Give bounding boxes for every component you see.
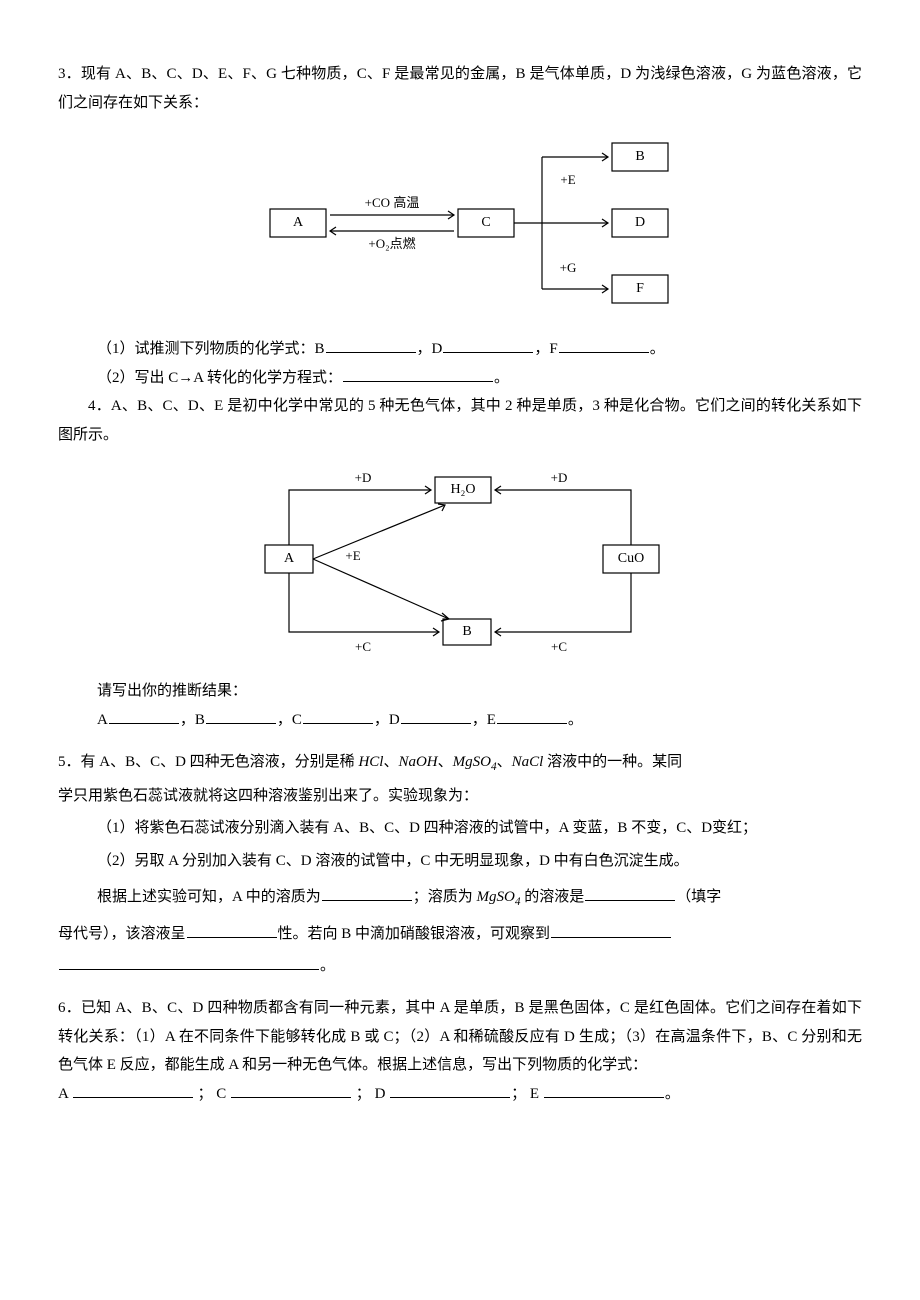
svg-text:A: A [293,215,304,230]
q5-c3: 。 [58,952,862,981]
svg-text:+C: +C [355,639,371,654]
q5-line2: 学只用紫色石蕊试液就将这四种溶液鉴别出来了。实验现象为： [58,778,862,814]
q5-line1: 5．有 A、B、C、D 四种无色溶液，分别是稀 HCl、NaOH、MgSO4、N… [58,748,862,778]
blank-d[interactable] [443,336,533,354]
blank-obs1[interactable] [551,920,671,938]
blank-c6[interactable] [231,1080,351,1098]
blank-obs2[interactable] [59,952,319,970]
blank-eq[interactable] [343,364,493,382]
svg-text:+CO 高温: +CO 高温 [365,195,420,210]
svg-text:+D: +D [551,470,568,485]
blank-a6[interactable] [73,1080,193,1098]
q3-p1-pre: （1）试推测下列物质的化学式：B [97,341,325,357]
q5-p1: （1）将紫色石蕊试液分别滴入装有 A、B、C、D 四种溶液的试管中，A 变蓝，B… [58,814,862,843]
q5-c2: 母代号），该溶液呈性。若向 B 中滴加硝酸银溶液，可观察到 [58,916,862,952]
svg-text:H₂O: H₂O [450,482,475,497]
blank-a4[interactable] [109,706,179,724]
blank-nature[interactable] [187,920,277,938]
blank-b[interactable] [326,336,416,354]
blank-e4[interactable] [497,706,567,724]
svg-text:+C: +C [551,639,567,654]
q6-answers: A ； C ； D ； E 。 [58,1080,862,1109]
svg-text:D: D [635,215,645,230]
svg-text:CuO: CuO [618,551,644,566]
blank-e6[interactable] [544,1080,664,1098]
blank-d4[interactable] [401,706,471,724]
q4-answers: A，B，C，D，E。 [58,706,862,735]
q3-part2: （2）写出 C→A 转化的化学方程式：。 [58,364,862,393]
blank-solute-a[interactable] [322,883,412,901]
q4-diagram: A H₂O B CuO +D +D +C +C +E [245,463,675,663]
svg-text:C: C [481,215,490,230]
blank-c4[interactable] [303,706,373,724]
blank-which[interactable] [585,883,675,901]
q4-intro: 4．A、B、C、D、E 是初中化学中常见的 5 种无色气体，其中 2 种是单质，… [58,392,862,449]
svg-text:+E: +E [345,548,360,563]
q6-intro: 6．已知 A、B、C、D 四种物质都含有同一种元素，其中 A 是单质，B 是黑色… [58,994,862,1080]
q3-part1: （1）试推测下列物质的化学式：B，D，F。 [58,335,862,364]
svg-text:+E: +E [560,172,575,187]
q3-intro: 3．现有 A、B、C、D、E、F、G 七种物质，C、F 是最常见的金属，B 是气… [58,60,862,117]
svg-text:+D: +D [355,470,372,485]
svg-text:A: A [284,551,295,566]
blank-b4[interactable] [206,706,276,724]
svg-text:B: B [635,149,644,164]
blank-d6[interactable] [390,1080,510,1098]
q5-p2: （2）另取 A 分别加入装有 C、D 溶液的试管中，C 中无明显现象，D 中有白… [58,843,862,879]
q4-prompt: 请写出你的推断结果： [58,677,862,706]
svg-text:F: F [636,281,644,296]
svg-text:+G: +G [560,260,577,275]
svg-text:B: B [462,624,471,639]
q3-diagram: A C B D F +CO 高温 +O₂点燃 +E +G [220,131,700,321]
q5-c1: 根据上述实验可知，A 中的溶质为；溶质为 MgSO4 的溶液是（填字 [58,879,862,916]
blank-f[interactable] [559,336,649,354]
svg-text:+O₂点燃: +O₂点燃 [368,236,415,251]
